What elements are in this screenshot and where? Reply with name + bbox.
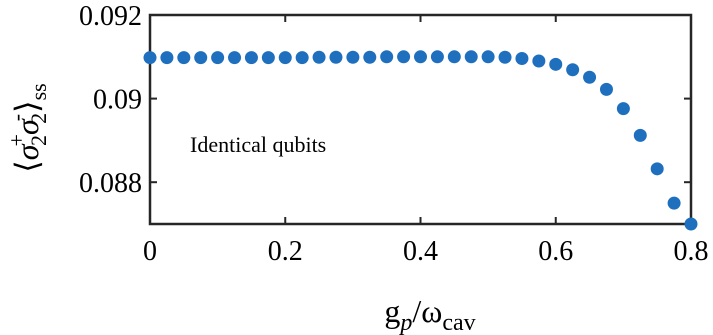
data-point [498,50,512,64]
y-tick-label: 0.092 [79,1,142,32]
data-point [312,50,326,64]
x-tick-label: 0.4 [403,236,438,267]
data-point [481,50,495,64]
data-points [143,50,698,231]
data-point [363,50,377,64]
data-point [211,51,225,65]
annotation-label: Identical qubits [190,132,326,157]
data-point [177,51,191,65]
x-tick-label: 0.2 [268,236,303,267]
data-point [684,217,698,231]
data-point [515,51,529,65]
data-point [650,162,664,176]
data-point [414,50,427,64]
data-point [261,51,275,65]
svg-text:⟨σ+2σ-2⟩ss: ⟨σ+2σ-2⟩ss [4,83,51,172]
data-point [667,196,681,210]
x-axis-label: gp/ωcav [384,293,475,335]
data-point [447,50,461,64]
y-tick-label: 0.09 [93,85,142,116]
data-point [160,51,174,65]
x-tick-label: 0.6 [538,236,573,267]
data-point [633,128,647,142]
data-point [194,51,208,65]
x-tick-label: 0 [143,236,157,267]
data-point [295,51,309,65]
data-point [583,70,597,84]
data-point [599,82,613,96]
data-point [549,57,563,71]
data-point [464,50,478,64]
y-axis-label: ⟨σ+2σ-2⟩ss [4,83,51,172]
data-point [616,102,630,116]
data-point [143,51,157,65]
ticks: 0 0.2 0.4 0.6 0.8 0.088 0.09 0.092 [79,1,709,267]
data-point [228,51,242,65]
plot-area-border [148,13,693,226]
data-point [244,51,258,65]
data-point [532,54,546,68]
data-point [329,50,343,64]
plot-frame [148,13,693,226]
x-tick-label: 0.8 [674,236,709,267]
data-point [566,63,580,77]
data-point [346,50,360,64]
data-point [278,51,292,65]
data-point [397,50,411,64]
y-tick-label: 0.088 [79,168,142,199]
data-point [430,50,444,64]
data-point [380,50,394,64]
